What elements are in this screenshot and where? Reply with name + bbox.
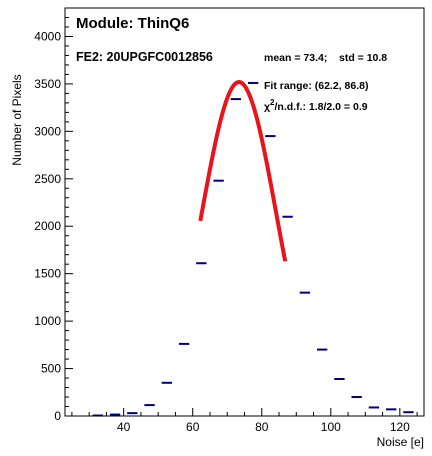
chi2-symbol: χ: [264, 101, 270, 113]
y-tick-label: 1000: [34, 314, 61, 328]
plot-frame: [64, 7, 425, 417]
axis-ticks: 40 60 80 100 120 0 500 1000 1500 2000 2500 3000 3500…: [34, 16, 418, 434]
y-axis-label: Number of Pixels: [10, 74, 24, 165]
chi2-superscript: 2: [270, 98, 275, 107]
chi2-label: χ2/n.d.f.: 1.8/2.0 = 0.9: [264, 98, 368, 113]
x-tick-label: 80: [255, 420, 269, 434]
x-tick-label: 100: [321, 420, 341, 434]
chart-subtitle: FE2: 20UPGFC0012856: [76, 50, 213, 64]
x-tick-label: 60: [186, 420, 200, 434]
x-tick-label: 40: [117, 420, 131, 434]
y-tick-label: 500: [41, 362, 61, 376]
fit-range-label: Fit range: (62.2, 86.8): [264, 80, 368, 92]
y-tick-label: 0: [54, 409, 61, 423]
y-tick-label: 1500: [34, 267, 61, 281]
chi2-value: /n.d.f.: 1.8/2.0 = 0.9: [275, 101, 368, 113]
y-tick-label: 3500: [34, 77, 61, 91]
y-tick-label: 2000: [34, 219, 61, 233]
data-markers: [92, 81, 414, 417]
stats-label: mean = 73.4; std = 10.8: [264, 52, 387, 64]
x-tick-label: 120: [390, 420, 410, 434]
gaussian-fit-curve: [198, 80, 288, 262]
y-tick-label: 2500: [34, 172, 61, 186]
chart-title: Module: ThinQ6: [76, 15, 189, 32]
y-tick-label: 4000: [34, 29, 61, 43]
y-tick-label: 3000: [34, 124, 61, 138]
x-axis-label: Noise [e]: [377, 435, 424, 449]
